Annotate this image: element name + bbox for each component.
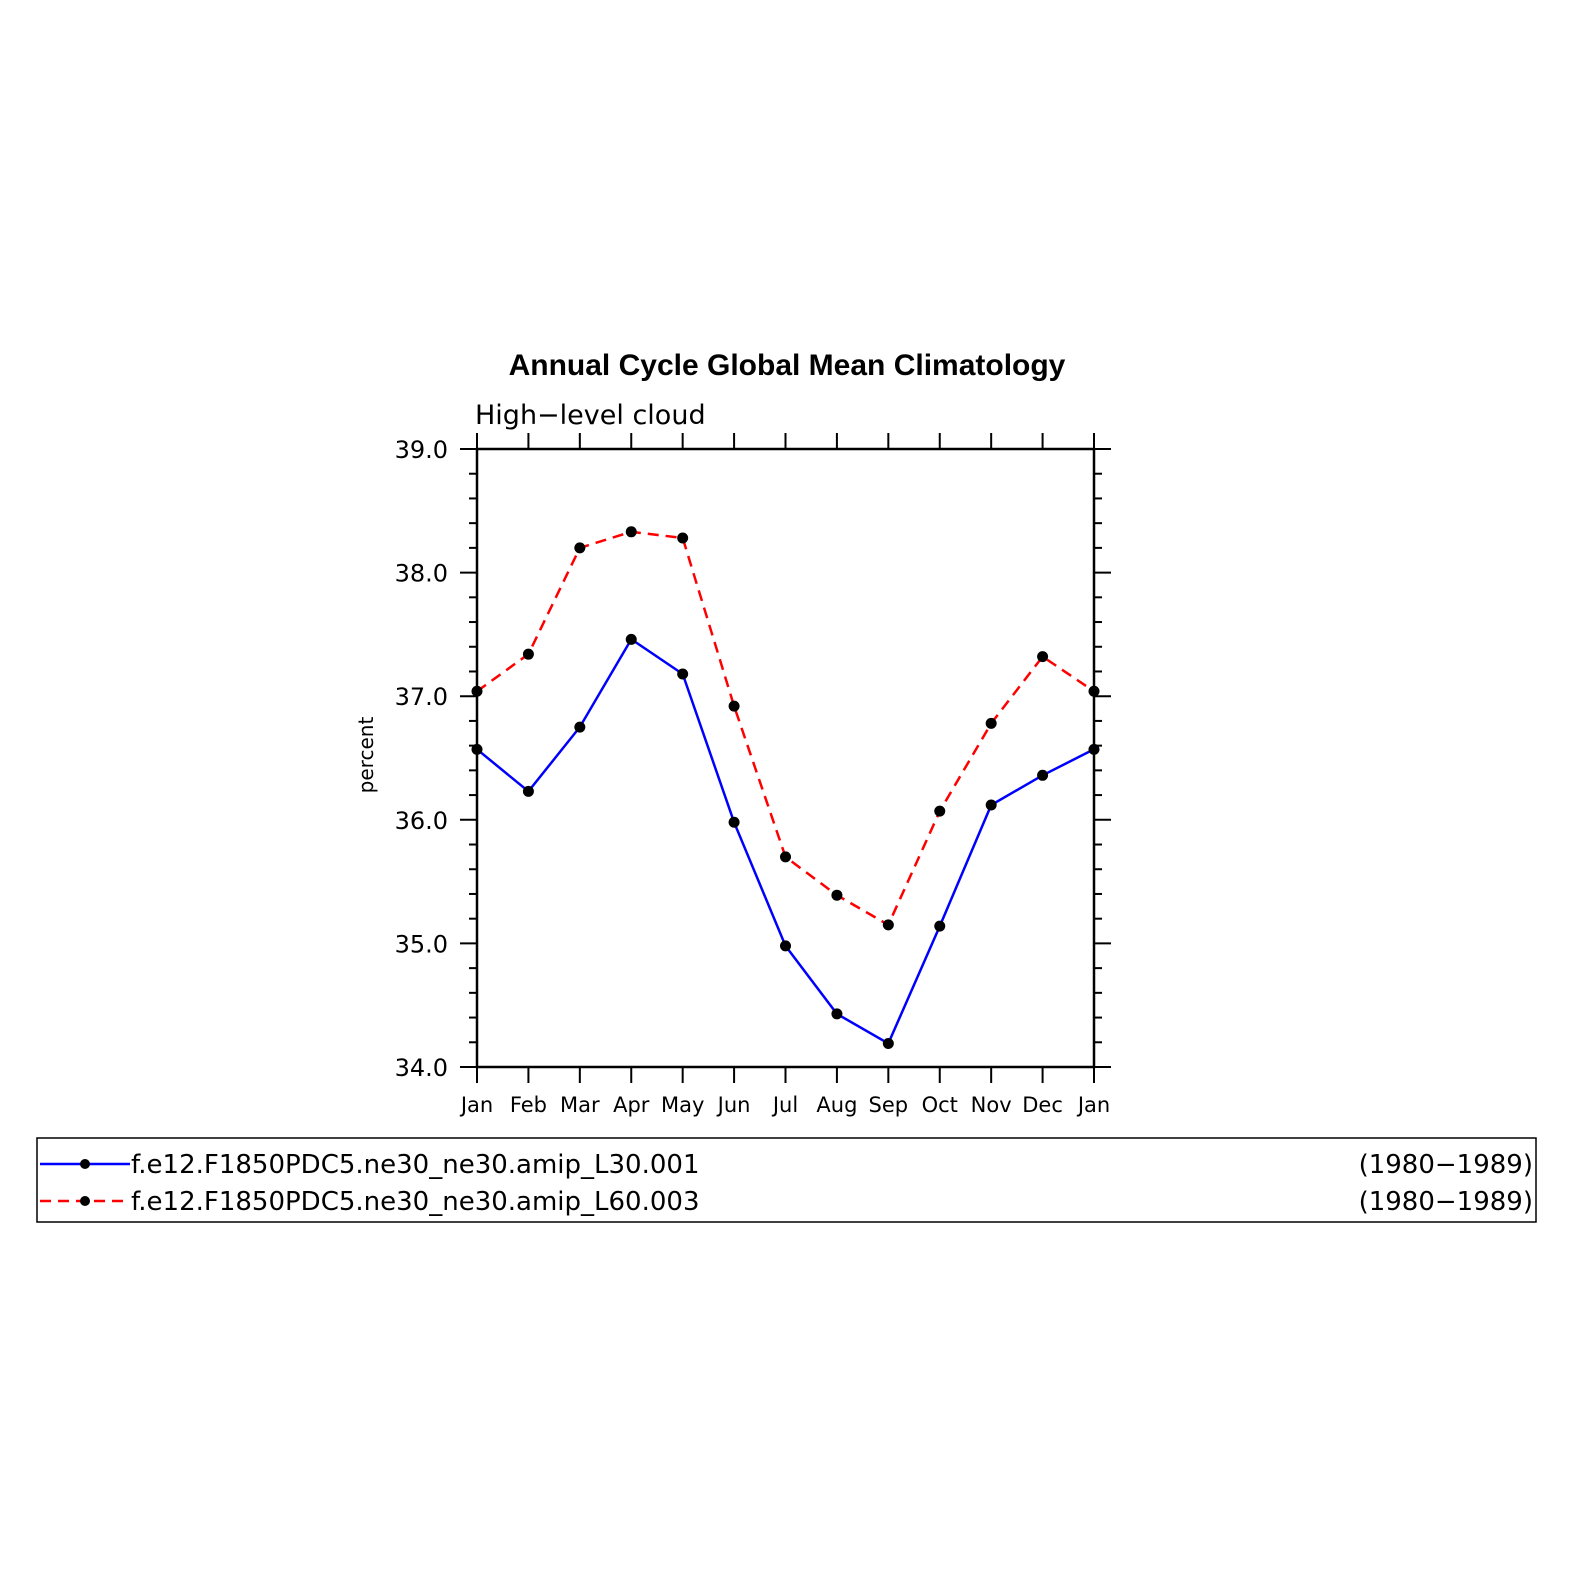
y-tick-label: 37.0 (395, 683, 448, 711)
x-tick-label: Jun (716, 1093, 751, 1117)
legend-item: f.e12.F1850PDC5.ne30_ne30.amip_L60.003 (… (40, 1187, 1533, 1217)
y-tick-label: 35.0 (395, 930, 448, 958)
y-axis-label: percent (354, 717, 378, 794)
x-tick-label: Mar (560, 1093, 600, 1117)
data-point (574, 542, 586, 554)
data-point (625, 526, 637, 538)
series-group (471, 526, 1100, 1050)
data-point (728, 700, 740, 712)
data-point (522, 785, 534, 797)
data-point (934, 805, 946, 817)
x-tick-label: Sep (869, 1093, 909, 1117)
y-tick-label: 34.0 (395, 1054, 448, 1082)
data-point (677, 668, 689, 680)
legend-marker-l30 (80, 1159, 90, 1169)
data-point (625, 633, 637, 645)
legend: f.e12.F1850PDC5.ne30_ne30.amip_L30.001 (… (36, 1137, 1537, 1223)
data-point (831, 889, 843, 901)
x-tick-label: Nov (971, 1093, 1012, 1117)
data-point (471, 685, 483, 697)
data-point (780, 851, 791, 863)
data-point (728, 816, 740, 828)
x-tick-label: Oct (922, 1093, 958, 1117)
data-point (882, 1038, 894, 1050)
series-0 (471, 633, 1100, 1050)
data-point (1037, 651, 1049, 663)
data-point (677, 532, 689, 544)
x-tick-label: Aug (816, 1093, 857, 1117)
legend-period-l30: (1980−1989) (1359, 1150, 1533, 1180)
y-tick-label: 36.0 (395, 807, 448, 835)
legend-label-l60: f.e12.F1850PDC5.ne30_ne30.amip_L60.003 (131, 1187, 699, 1217)
x-tick-label: May (661, 1093, 704, 1117)
data-point (780, 940, 791, 952)
data-point (985, 717, 997, 729)
plot-frame (475, 447, 1096, 1069)
y-tick-label: 39.0 (395, 436, 448, 464)
legend-item: f.e12.F1850PDC5.ne30_ne30.amip_L30.001 (… (40, 1150, 1533, 1180)
y-tick-label: 38.0 (395, 560, 448, 588)
x-tick-label: Jan (1076, 1093, 1110, 1117)
data-point (574, 721, 586, 733)
legend-box (36, 1137, 1537, 1223)
data-point (1088, 685, 1100, 697)
chart-title: Annual Cycle Global Mean Climatology (509, 349, 1066, 382)
x-tick-label: Jan (459, 1093, 493, 1117)
data-point (985, 799, 997, 811)
series-line (476, 530, 1095, 927)
data-point (1037, 769, 1049, 781)
data-point (831, 1008, 843, 1020)
x-tick-label: Jul (771, 1093, 798, 1117)
x-tick-label: Dec (1022, 1093, 1063, 1117)
data-point (471, 743, 483, 755)
legend-marker-l60 (80, 1196, 90, 1206)
chart-subtitle: High−level cloud (475, 400, 706, 431)
legend-period-l60: (1980−1989) (1359, 1187, 1533, 1217)
axes: 34.0 35.0 36.0 37.0 38.0 39.0 Jan Feb Mar Apr May J… (395, 433, 1111, 1117)
data-point (934, 920, 946, 932)
x-tick-label: Apr (613, 1093, 650, 1117)
legend-label-l30: f.e12.F1850PDC5.ne30_ne30.amip_L30.001 (131, 1150, 699, 1180)
series-line (476, 637, 1095, 1046)
series-1 (471, 526, 1100, 931)
data-point (882, 919, 894, 931)
data-point (522, 648, 534, 660)
data-point (1088, 743, 1100, 755)
x-tick-label: Feb (510, 1093, 547, 1117)
